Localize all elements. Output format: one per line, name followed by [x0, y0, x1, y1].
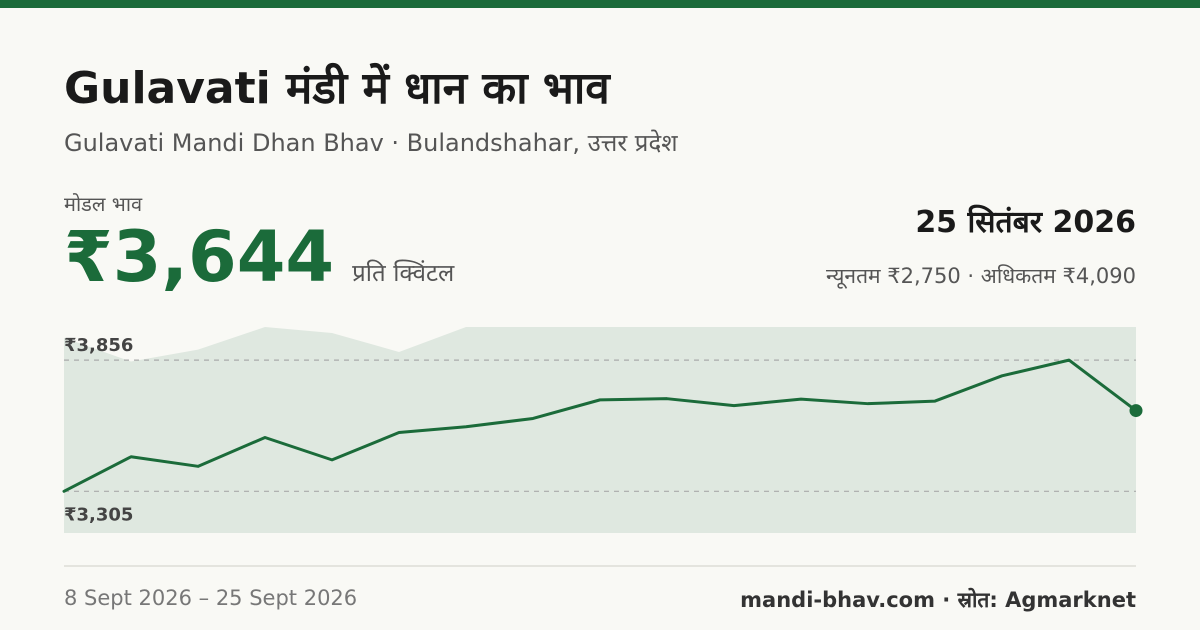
price-date: 25 सितंबर 2026 — [915, 205, 1136, 240]
min-max-range: न्यूनतम ₹2,750 · अधिकतम ₹4,090 — [826, 264, 1136, 288]
price-value: ₹3,644 — [64, 216, 335, 298]
price-chart: ₹3,856 ₹3,305 — [62, 327, 1143, 533]
price-row: ₹3,644 प्रति क्विंटल — [64, 222, 454, 292]
footer-divider — [64, 565, 1136, 567]
latest-price-point — [1129, 404, 1143, 418]
footer-date-range: 8 Sept 2026 – 25 Sept 2026 — [64, 586, 358, 610]
page-subtitle: Gulavati Mandi Dhan Bhav · Bulandshahar,… — [64, 129, 678, 157]
min-max-band — [64, 327, 1136, 533]
reference-label: ₹3,856 — [64, 335, 133, 356]
price-unit: प्रति क्विंटल — [352, 259, 455, 287]
footer-source: mandi-bhav.com · स्रोत: Agmarknet — [740, 588, 1136, 612]
price-line — [62, 358, 1138, 493]
price-label: मोडल भाव — [64, 192, 143, 216]
reference-label: ₹3,305 — [64, 504, 133, 525]
page-title: Gulavati मंडी में धान का भाव — [64, 63, 610, 114]
top-accent-bar — [0, 0, 1200, 8]
